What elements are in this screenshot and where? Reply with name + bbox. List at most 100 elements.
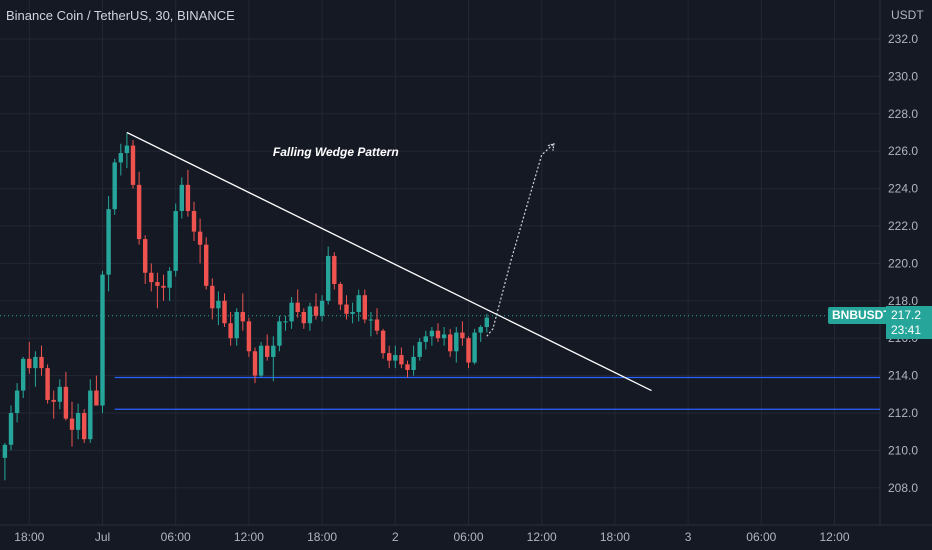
candle-up [173, 211, 178, 271]
time-tick-label: 12:00 [527, 530, 557, 544]
candle-up [326, 255, 331, 301]
support-levels [0, 315, 880, 410]
candle-down [332, 255, 337, 284]
candle-down [130, 145, 136, 185]
candle-up [271, 345, 276, 357]
time-tick-label: 06:00 [453, 530, 483, 544]
candle-down [45, 368, 50, 400]
candle-up [423, 336, 428, 342]
chart-title: Binance Coin / TetherUS, 30, BINANCE [6, 8, 235, 23]
time-tick-label: 06:00 [746, 530, 776, 544]
candle-down [197, 231, 203, 245]
time-tick-label: Jul [95, 530, 110, 544]
symbol-price-tag: BNBUSDT [828, 307, 895, 324]
time-tick-label: 2 [392, 530, 399, 544]
time-tick-label: 18:00 [600, 530, 630, 544]
candle-down [344, 304, 349, 314]
candle-up [106, 209, 111, 275]
candle-down [94, 390, 99, 406]
candle-down [82, 413, 87, 440]
candle-down [240, 312, 245, 322]
candle-down [301, 312, 306, 324]
candle-up [368, 319, 374, 321]
candle-down [143, 239, 148, 273]
candle-down [51, 399, 56, 402]
candle-down [191, 211, 197, 232]
price-axis[interactable]: 208.0210.0212.0214.0216.0218.0220.0222.0… [888, 32, 918, 495]
pattern-annotation: Falling Wedge Pattern [273, 145, 399, 159]
drawings: Falling Wedge Pattern [126, 131, 652, 392]
candle-up [258, 345, 264, 376]
candle-up [484, 317, 489, 327]
price-tick-label: 220.0 [888, 256, 918, 270]
bar-countdown: 23:41 [891, 323, 922, 337]
candle-down [374, 319, 380, 331]
candle-down [362, 295, 367, 320]
candle-down [185, 184, 191, 212]
candle-up [14, 390, 20, 413]
candle-up [88, 390, 93, 440]
price-tick-label: 226.0 [888, 144, 918, 158]
candle-down [448, 334, 453, 352]
candle-down [387, 353, 392, 361]
candle-up [283, 321, 288, 323]
currency-label: USDT [891, 8, 924, 22]
candle-up [307, 306, 313, 324]
candle-up [429, 330, 435, 337]
candle-down [210, 285, 215, 309]
candle-up [21, 358, 26, 391]
time-tick-label: 12:00 [819, 530, 849, 544]
candle-down [399, 355, 404, 365]
candle-down [63, 386, 69, 419]
candle-up [411, 356, 416, 370]
candle-up [356, 295, 361, 313]
candle-up [454, 332, 459, 352]
candle-down [252, 351, 258, 376]
projection-path [486, 143, 555, 337]
candle-down [69, 418, 75, 430]
candle-down [295, 302, 300, 313]
price-tick-label: 230.0 [888, 69, 918, 83]
candle-up [441, 334, 447, 339]
candle-down [435, 330, 441, 339]
candle-down [405, 364, 410, 370]
candle-up [2, 444, 8, 458]
candle-up [57, 386, 62, 402]
candle-down [265, 345, 270, 357]
candle-up [472, 332, 477, 363]
candle-up [75, 413, 81, 430]
price-tick-label: 224.0 [888, 182, 918, 196]
chart-grid [0, 0, 932, 526]
candle-down [246, 321, 252, 352]
price-tick-label: 218.0 [888, 294, 918, 308]
candle-up [167, 270, 172, 288]
candle-up [112, 162, 117, 210]
candle-down [466, 338, 471, 363]
price-tick-label: 228.0 [888, 107, 918, 121]
price-tick-label: 214.0 [888, 369, 918, 383]
price-tick-label: 210.0 [888, 443, 918, 457]
candle-down [313, 306, 319, 316]
candle-up [350, 312, 355, 314]
time-tick-label: 06:00 [161, 530, 191, 544]
candle-down [460, 332, 465, 339]
candle-up [216, 300, 221, 309]
candle-down [161, 285, 166, 288]
time-tick-label: 18:00 [14, 530, 44, 544]
time-axis[interactable]: 18:00 Jul 06:00 12:00 18:00 2 06:00 12:00 18:00 3… [14, 530, 850, 544]
candle-up [33, 356, 38, 369]
candle-up [277, 321, 282, 346]
time-tick-label: 12:00 [234, 530, 264, 544]
current-price-tag: 217.2 23:41 [886, 306, 932, 339]
candle-up [124, 145, 130, 154]
price-tick-label: 222.0 [888, 219, 918, 233]
candle-down [338, 283, 343, 305]
candle-up [100, 274, 105, 406]
candle-down [222, 300, 227, 324]
candle-down [380, 330, 386, 354]
candle-up [319, 300, 325, 316]
time-tick-label: 3 [685, 530, 692, 544]
candle-up [118, 153, 123, 163]
candle-up [8, 413, 14, 445]
